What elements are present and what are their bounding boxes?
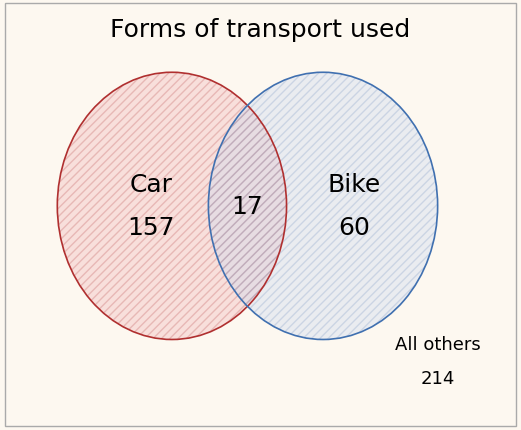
Text: Bike: Bike	[328, 173, 381, 197]
Ellipse shape	[57, 73, 287, 340]
Text: Car: Car	[130, 173, 172, 197]
Text: 60: 60	[338, 216, 370, 240]
Text: 214: 214	[420, 369, 455, 387]
Text: 17: 17	[232, 194, 263, 218]
Text: Forms of transport used: Forms of transport used	[110, 18, 411, 42]
Text: All others: All others	[395, 335, 480, 353]
Text: 157: 157	[127, 216, 175, 240]
Ellipse shape	[208, 73, 438, 340]
